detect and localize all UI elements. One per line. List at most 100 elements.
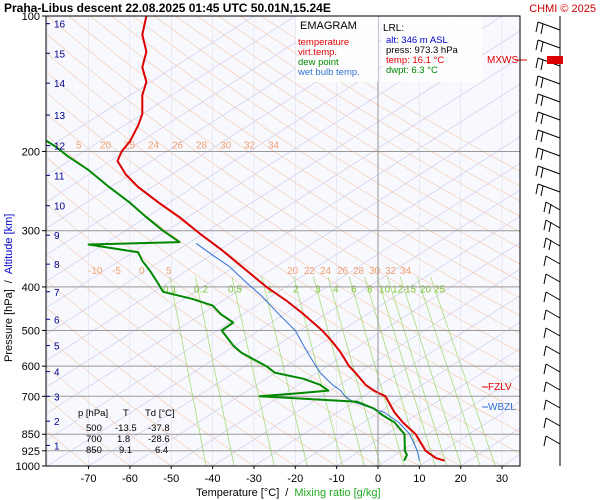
- x-tick-label: -30: [246, 473, 262, 485]
- table-header-t: T: [123, 408, 129, 419]
- x-tick-label: 0: [375, 473, 381, 485]
- altitude-label: 12: [54, 142, 66, 153]
- dry-adiabat: [111, 16, 520, 282]
- barb-flag: [535, 75, 539, 87]
- skew-isotherm: [171, 242, 520, 466]
- y-tick-label: 200: [22, 146, 40, 158]
- skew-isotherm: [46, 16, 337, 203]
- barb-staff: [545, 399, 561, 409]
- x-axis-title-mixing-ratio: Mixing ratio [g/kg]: [294, 487, 380, 499]
- dry-adiabat: [175, 16, 520, 233]
- series-wet-bulb-temp-: [195, 242, 420, 461]
- altitude-label: 3: [54, 392, 60, 403]
- legend-item-temperature: temperature: [298, 37, 349, 48]
- skew-isotherm: [46, 16, 461, 282]
- mixing-ratio-label: 6: [351, 284, 357, 295]
- altitude-label: 4: [54, 368, 60, 379]
- wind-barb: [535, 165, 561, 179]
- upper-label: 25: [124, 140, 136, 151]
- y-tick-label: 925: [22, 446, 40, 458]
- wind-barb: [535, 21, 561, 35]
- legend-item-virt-temp: virt.temp.: [298, 47, 337, 58]
- wind-barb: [543, 381, 561, 393]
- dry-adiabat: [89, 16, 520, 299]
- lrl-title: LRL:: [383, 23, 404, 34]
- wind-barb: [535, 183, 561, 197]
- table-row-850-td: 6.4: [155, 445, 168, 456]
- dry-adiabat: [47, 16, 520, 335]
- mixing-ratio-label: 3: [315, 284, 321, 295]
- chart-title: Praha-Libus descent 22.08.2025 01:45 UTC…: [4, 1, 331, 15]
- skew-isotherm: [46, 30, 520, 335]
- barb-flag: [540, 185, 544, 197]
- y-axis-title-pressure: Pressure [hPa]: [3, 289, 15, 362]
- barb-flag: [543, 399, 547, 411]
- barb-staff: [545, 417, 561, 427]
- wind-barb: [543, 327, 561, 339]
- legend-title: EMAGRAM: [300, 20, 357, 32]
- altitude-label: 2: [54, 417, 60, 428]
- x-tick-label: 20: [455, 473, 467, 485]
- mixing-ratio-label: 25: [434, 284, 446, 295]
- barb-flag: [535, 129, 539, 141]
- wind-barb: [543, 345, 561, 357]
- skew-isotherm: [46, 57, 520, 362]
- barb-flag: [540, 77, 544, 89]
- barb-staff: [545, 363, 561, 373]
- barb-flag: [543, 255, 547, 267]
- dry-adiabat: [46, 52, 520, 372]
- barb-flag: [543, 327, 547, 339]
- altitude-label: 13: [54, 111, 66, 122]
- barb-flag: [543, 417, 547, 429]
- x-tick-label: 10: [413, 473, 425, 485]
- barb-flag: [540, 59, 544, 71]
- barb-flag: [540, 167, 544, 179]
- dry-adiabat: [154, 16, 520, 249]
- altitude-label: 14: [54, 79, 66, 90]
- middle-label: 0: [139, 266, 145, 277]
- wind-barb: [543, 219, 561, 233]
- wind-barb: [535, 111, 561, 125]
- mixing-ratio-label: 4: [333, 284, 339, 295]
- barb-staff: [537, 75, 561, 85]
- skew-isotherm: [336, 348, 520, 466]
- barb-flag: [543, 291, 547, 303]
- dry-adiabat: [68, 16, 520, 316]
- middle-label: 24: [320, 266, 332, 277]
- skew-isotherm: [129, 215, 520, 466]
- skew-isotherm: [46, 16, 255, 150]
- middle-label: 28: [353, 266, 365, 277]
- skew-isotherm: [46, 83, 520, 388]
- barb-staff: [545, 255, 561, 265]
- dry-adiabat: [46, 91, 520, 412]
- wind-barb: [535, 75, 561, 89]
- wind-barb: [543, 417, 561, 429]
- wind-barb: [535, 147, 561, 161]
- table-row-700-t: 1.8: [117, 434, 130, 445]
- x-axis-title-temperature: Temperature [°C]: [196, 487, 279, 499]
- plot-frame: [45, 15, 521, 467]
- x-tick-label: -10: [329, 473, 345, 485]
- fzlv-marker: FZLV: [488, 382, 512, 393]
- upper-label: 26: [172, 140, 184, 151]
- middle-label: 22: [304, 266, 316, 277]
- y-tick-label: 500: [22, 326, 40, 338]
- barb-flag: [540, 95, 544, 107]
- x-tick-label: -60: [122, 473, 138, 485]
- mixing-ratio-label: 0.2: [194, 284, 208, 295]
- barb-staff: [545, 327, 561, 337]
- x-axis-title-separator: /: [285, 487, 289, 499]
- x-tick-label: -20: [287, 473, 303, 485]
- credit-text: CHMI © 2025: [529, 3, 596, 15]
- altitude-label: 6: [54, 315, 60, 326]
- middle-label: 34: [400, 266, 412, 277]
- barb-flag: [543, 345, 547, 357]
- barb-staff: [537, 147, 561, 157]
- barb-staff: [545, 237, 561, 247]
- wind-barb: [543, 273, 561, 285]
- barb-flag: [535, 183, 539, 195]
- barb-flag: [540, 23, 544, 35]
- wind-max-marker: [547, 56, 563, 64]
- middle-label: 20: [287, 266, 299, 277]
- table-header-td: Td [°C]: [145, 408, 175, 419]
